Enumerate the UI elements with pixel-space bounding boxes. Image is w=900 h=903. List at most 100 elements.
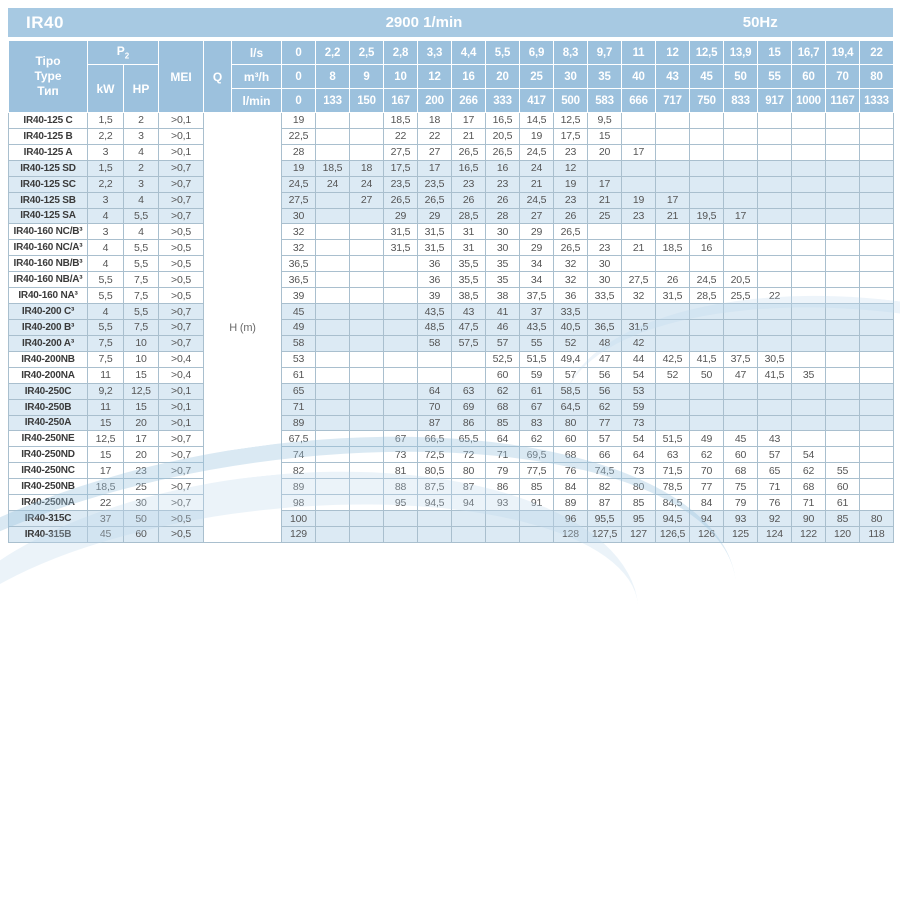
head-value-cell: 91 [519, 494, 554, 512]
model-cell: IR40-250A [8, 414, 88, 432]
hp-cell: 10 [123, 334, 159, 352]
head-value-cell: 43,5 [519, 318, 554, 336]
head-value-cell: 35 [485, 255, 520, 273]
type-label-ru: Тип [37, 84, 59, 98]
head-value-cell [757, 303, 792, 320]
head-value-cell [791, 271, 826, 289]
flow-value-cell: 13,9 [723, 40, 758, 65]
mei-cell: >0,7 [158, 159, 204, 177]
pump-row: IR40-250ND 15 20 >0,7 74 73 72,5 72 71 69,5 68 66 64… [8, 446, 894, 464]
head-value-cell: 70 [689, 462, 724, 480]
head-value-cell: 31 [451, 239, 486, 257]
head-value-cell: 16 [689, 239, 724, 257]
head-value-cell: 37,5 [723, 350, 758, 368]
head-value-cell [791, 255, 826, 273]
head-value-cell: 29 [417, 207, 452, 225]
head-value-cell: 67 [383, 430, 418, 448]
head-value-cell [315, 350, 350, 368]
model-cell: IR40-250NC [8, 462, 88, 480]
head-value-cell: 27 [417, 143, 452, 161]
head-value-cell [349, 382, 384, 400]
head-value-cell [723, 239, 758, 257]
kw-cell: 3 [87, 191, 124, 209]
head-value-cell: 87 [587, 494, 622, 512]
head-value-cell [723, 143, 758, 161]
head-value-cell: 89 [281, 414, 316, 432]
head-value-cell [859, 318, 894, 336]
hp-cell: 5,5 [123, 255, 159, 273]
head-value-cell [723, 127, 758, 145]
head-value-cell: 71,5 [655, 462, 690, 480]
head-value-cell: 46 [485, 318, 520, 336]
head-value-cell [349, 430, 384, 448]
head-value-cell [383, 318, 418, 336]
head-value-cell: 64 [485, 430, 520, 448]
head-value-cell: 95 [383, 494, 418, 512]
head-value-cell: 85 [825, 510, 860, 527]
head-value-cell [315, 462, 350, 480]
hp-cell: 7,5 [123, 318, 159, 336]
head-value-cell [757, 143, 792, 161]
head-value-cell [859, 223, 894, 241]
flow-value-cell: 1167 [825, 88, 860, 113]
head-value-cell [349, 334, 384, 352]
head-value-cell [723, 159, 758, 177]
head-value-cell: 68 [723, 462, 758, 480]
frequency-title: 50Hz [742, 14, 778, 31]
head-value-cell: 65 [757, 462, 792, 480]
head-value-cell [791, 350, 826, 368]
head-value-cell [689, 382, 724, 400]
mei-cell: >0,7 [158, 191, 204, 209]
model-cell: IR40-125 A [8, 143, 88, 161]
flow-value-cell: 9,7 [587, 40, 622, 65]
head-value-cell [349, 127, 384, 145]
head-value-cell [451, 366, 486, 384]
flow-value-cell: 50 [723, 64, 758, 89]
head-value-cell [349, 366, 384, 384]
head-value-cell: 93 [723, 510, 758, 527]
head-value-cell: 23 [587, 239, 622, 257]
head-value-cell: 76 [757, 494, 792, 512]
mei-cell: >0,5 [158, 239, 204, 257]
head-value-cell: 64 [621, 446, 656, 464]
head-value-cell [791, 287, 826, 305]
head-value-cell: 45 [281, 303, 316, 320]
head-value-cell [349, 510, 384, 527]
head-value-cell: 63 [451, 382, 486, 400]
head-value-cell: 27,5 [281, 191, 316, 209]
head-value-cell [825, 255, 860, 273]
head-value-cell [383, 271, 418, 289]
head-value-cell [825, 175, 860, 193]
head-value-cell: 36 [553, 287, 588, 305]
pump-row: IR40-315C 37 50 >0,5 100 96 95,5 95 94,5 94 93 92 90… [8, 510, 894, 527]
model-cell: IR40-250C [8, 382, 88, 400]
head-value-cell: 125 [723, 525, 758, 544]
kw-cell: 17 [87, 462, 124, 480]
head-value-cell: 31,5 [383, 223, 418, 241]
head-value-cell [723, 414, 758, 432]
kw-cell: 4 [87, 239, 124, 257]
head-value-cell: 32 [553, 255, 588, 273]
hp-cell: 17 [123, 430, 159, 448]
head-value-cell: 85 [485, 414, 520, 432]
head-value-cell: 31,5 [383, 239, 418, 257]
head-value-cell [825, 430, 860, 448]
head-value-cell: 35 [485, 271, 520, 289]
head-value-cell [859, 112, 894, 129]
head-value-cell: 9,5 [587, 112, 622, 129]
head-value-cell: 20,5 [723, 271, 758, 289]
flow-value-cell: 12,5 [689, 40, 724, 65]
head-value-cell [621, 255, 656, 273]
unit-label-m3h: m³/h [231, 64, 282, 89]
head-value-cell: 31 [451, 223, 486, 241]
head-value-cell: 52,5 [485, 350, 520, 368]
flow-value-cell: 500 [553, 88, 588, 113]
head-value-cell: 12,5 [553, 112, 588, 129]
head-value-cell [349, 223, 384, 241]
mei-cell: >0,7 [158, 430, 204, 448]
kw-cell: 4 [87, 303, 124, 320]
head-value-cell [723, 175, 758, 193]
head-value-cell: 71 [485, 446, 520, 464]
hp-cell: 4 [123, 223, 159, 241]
head-value-cell: 31,5 [621, 318, 656, 336]
